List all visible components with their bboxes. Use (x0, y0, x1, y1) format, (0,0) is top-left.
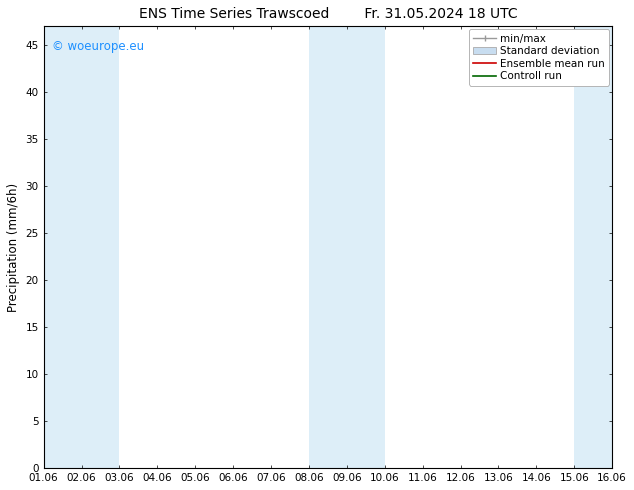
Text: © woeurope.eu: © woeurope.eu (52, 40, 145, 52)
Bar (574, 26, 612, 468)
Y-axis label: Precipitation (mm/6h): Precipitation (mm/6h) (7, 183, 20, 312)
Bar (44, 26, 82, 468)
Legend: min/max, Standard deviation, Ensemble mean run, Controll run: min/max, Standard deviation, Ensemble me… (469, 29, 609, 86)
Title: ENS Time Series Trawscoed        Fr. 31.05.2024 18 UTC: ENS Time Series Trawscoed Fr. 31.05.2024… (139, 7, 517, 21)
Bar (347, 26, 385, 468)
Bar (82, 26, 119, 468)
Bar (309, 26, 347, 468)
